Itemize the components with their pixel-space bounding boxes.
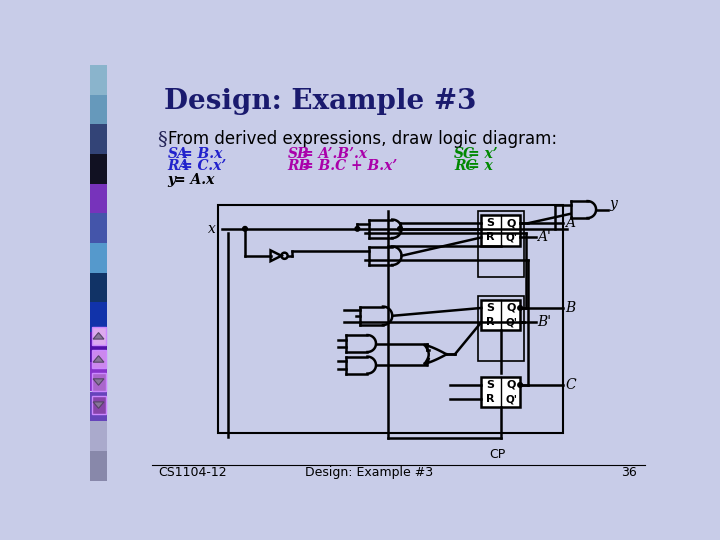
- Text: R: R: [486, 394, 495, 404]
- Text: CP: CP: [489, 448, 505, 461]
- Text: RC: RC: [454, 159, 477, 173]
- Bar: [90, 124, 107, 154]
- Text: SB: SB: [287, 147, 310, 161]
- Text: B': B': [537, 315, 552, 329]
- Text: RB: RB: [287, 159, 311, 173]
- Polygon shape: [93, 379, 104, 385]
- Text: S: S: [486, 380, 495, 390]
- Text: Q: Q: [507, 303, 516, 313]
- Text: = B.x: = B.x: [181, 147, 222, 161]
- Text: SC: SC: [454, 147, 475, 161]
- Bar: [90, 421, 107, 451]
- Bar: [90, 184, 107, 213]
- Text: = x’: = x’: [468, 147, 498, 161]
- Text: A: A: [565, 216, 575, 230]
- Circle shape: [518, 306, 523, 310]
- Bar: [90, 392, 107, 421]
- Bar: [91, 327, 106, 345]
- Circle shape: [397, 226, 402, 231]
- Text: S: S: [486, 218, 495, 228]
- Bar: [477, 211, 524, 276]
- Text: SA: SA: [168, 147, 188, 161]
- Text: S: S: [486, 303, 495, 313]
- Text: Q: Q: [507, 218, 516, 228]
- Text: B: B: [565, 301, 575, 315]
- Text: R: R: [486, 232, 495, 242]
- Text: = x: = x: [468, 159, 493, 173]
- Text: Q': Q': [505, 317, 517, 327]
- Bar: [90, 302, 107, 332]
- Text: = A.x: = A.x: [174, 173, 215, 187]
- Bar: [90, 94, 107, 124]
- Bar: [91, 373, 106, 392]
- Text: A': A': [537, 231, 551, 245]
- Bar: [90, 332, 107, 362]
- Text: Q': Q': [505, 394, 517, 404]
- Bar: [90, 243, 107, 273]
- Bar: [90, 362, 107, 392]
- Text: Design: Example #3: Design: Example #3: [305, 467, 433, 480]
- Text: = B.C + B.x’: = B.C + B.x’: [302, 159, 397, 173]
- Text: 36: 36: [621, 467, 636, 480]
- Bar: [482, 300, 520, 330]
- Circle shape: [355, 226, 360, 231]
- Bar: [90, 451, 107, 481]
- Text: R: R: [486, 317, 495, 327]
- Polygon shape: [93, 402, 104, 408]
- Text: = C.x’: = C.x’: [181, 159, 227, 173]
- Bar: [90, 273, 107, 302]
- Text: RA: RA: [168, 159, 190, 173]
- Text: Q: Q: [507, 380, 516, 390]
- Bar: [482, 215, 520, 246]
- Text: From derived expressions, draw logic diagram:: From derived expressions, draw logic dia…: [168, 131, 557, 149]
- Text: y: y: [168, 173, 176, 187]
- Bar: [90, 65, 107, 94]
- Bar: [91, 396, 106, 414]
- Text: = A’.B’.x: = A’.B’.x: [302, 147, 366, 161]
- Bar: [90, 213, 107, 243]
- Polygon shape: [93, 356, 104, 362]
- Bar: [91, 350, 106, 368]
- Circle shape: [518, 383, 523, 387]
- Text: x: x: [207, 222, 215, 236]
- Text: CS1104-12: CS1104-12: [158, 467, 227, 480]
- Bar: [90, 154, 107, 184]
- Bar: [218, 205, 563, 433]
- Polygon shape: [93, 333, 104, 339]
- Circle shape: [243, 226, 248, 231]
- Text: C: C: [565, 378, 576, 392]
- Text: Q': Q': [505, 232, 517, 242]
- Bar: [482, 377, 520, 408]
- Text: Design: Example #3: Design: Example #3: [163, 88, 476, 115]
- Bar: [477, 296, 524, 361]
- Text: §: §: [158, 131, 167, 149]
- Text: y: y: [609, 197, 617, 211]
